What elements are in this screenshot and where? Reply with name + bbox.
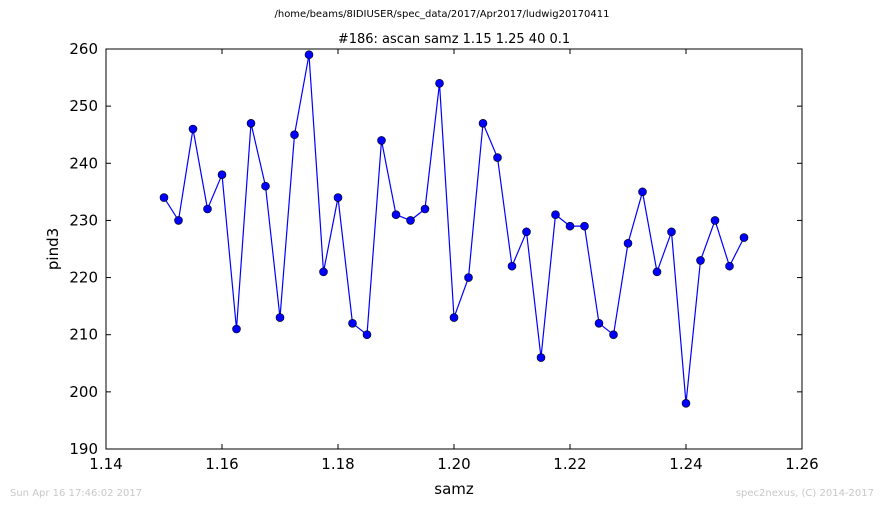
x-tick-label: 1.26 <box>785 455 818 473</box>
data-point <box>580 221 589 231</box>
data-point <box>217 170 227 180</box>
data-point <box>449 313 459 322</box>
data-point <box>725 261 734 271</box>
series-line <box>163 54 745 404</box>
data-point <box>275 313 285 322</box>
data-point <box>594 318 604 328</box>
y-tick-label: 230 <box>69 211 98 229</box>
data-point <box>362 330 372 340</box>
y-tick-label: 190 <box>69 440 98 458</box>
y-tick-label: 240 <box>69 154 98 172</box>
data-point <box>333 193 343 202</box>
data-point <box>319 267 328 277</box>
data-point <box>261 181 270 191</box>
data-point <box>246 118 256 128</box>
data-point <box>420 204 430 214</box>
footer-timestamp: Sun Apr 16 17:46:02 2017 <box>10 488 143 499</box>
data-point <box>652 267 662 277</box>
data-point <box>464 273 473 282</box>
x-axis-label: samz <box>434 480 474 498</box>
axes-frame <box>105 48 803 450</box>
figure-suptitle: /home/beams/8IDIUSER/spec_data/2017/Apr2… <box>274 9 610 20</box>
data-point <box>377 136 386 145</box>
data-point <box>304 50 314 60</box>
data-point <box>493 153 502 162</box>
x-tick-label: 1.18 <box>321 455 354 473</box>
data-point <box>739 233 749 242</box>
data-point <box>188 124 198 134</box>
y-tick-label: 210 <box>69 326 98 344</box>
data-point <box>203 204 212 214</box>
y-tick-label: 200 <box>69 383 98 401</box>
data-point <box>406 216 415 225</box>
y-tick-label: 260 <box>69 40 98 58</box>
x-tick-label: 1.14 <box>89 455 122 473</box>
y-tick-label: 250 <box>69 97 98 115</box>
data-point <box>522 227 531 237</box>
x-tick-label: 1.16 <box>205 455 238 473</box>
data-point <box>681 398 691 408</box>
y-axis-label: pind3 <box>44 228 62 270</box>
x-tick-label: 1.22 <box>553 455 586 473</box>
data-point <box>159 193 169 202</box>
chart-title: #186: ascan samz 1.15 1.25 40 0.1 <box>338 32 570 47</box>
data-point <box>667 227 676 237</box>
y-tick-label: 220 <box>69 269 98 287</box>
data-point <box>696 256 705 265</box>
x-tick-label: 1.20 <box>437 455 470 473</box>
data-point <box>435 78 444 88</box>
data-point <box>174 216 183 225</box>
x-tick-label: 1.24 <box>669 455 702 473</box>
footer-credit: spec2nexus, (C) 2014-2017 <box>735 488 874 499</box>
data-point <box>478 118 488 128</box>
data-point <box>391 210 401 220</box>
data-point <box>348 318 357 328</box>
data-point <box>638 187 647 197</box>
data-point <box>536 353 546 362</box>
data-point <box>507 261 517 271</box>
data-point <box>565 221 575 231</box>
data-point <box>609 330 618 340</box>
data-point <box>290 130 299 140</box>
data-point <box>551 210 560 220</box>
data-point <box>623 238 633 248</box>
data-point <box>710 216 720 225</box>
data-point <box>232 324 241 334</box>
